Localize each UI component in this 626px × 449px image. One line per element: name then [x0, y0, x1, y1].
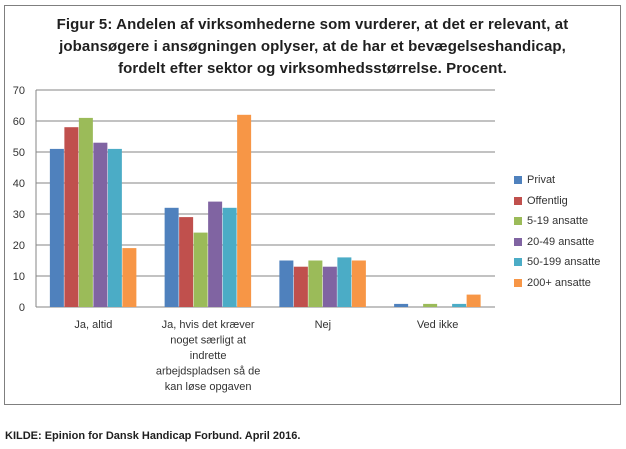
- x-tick-label: Ja, hvis det kræver: [162, 319, 255, 331]
- bar: [164, 207, 179, 307]
- bar: [293, 266, 308, 307]
- legend-swatch: [514, 237, 522, 246]
- x-tick-label: Ja, altid: [74, 319, 112, 331]
- x-tick-label: Nej: [315, 319, 332, 331]
- y-tick-label: 50: [13, 147, 25, 159]
- x-tick-label: arbejdspladsen så de: [156, 366, 261, 378]
- bar: [222, 207, 237, 307]
- y-tick-label: 0: [19, 302, 25, 314]
- x-tick-label: noget særligt at: [170, 335, 246, 347]
- legend-item: 5-19 ansatte: [514, 211, 600, 232]
- bar: [423, 303, 438, 307]
- legend-swatch: [514, 196, 522, 205]
- bar: [49, 148, 64, 307]
- legend-item: Offentlig: [514, 191, 600, 212]
- legend-swatch: [514, 176, 522, 185]
- bar: [308, 260, 323, 307]
- legend-label: 20-49 ansatte: [527, 235, 595, 248]
- chart-title: Figur 5: Andelen af virksomhederne som v…: [56, 16, 569, 77]
- bar: [208, 201, 223, 307]
- y-tick-label: 10: [13, 271, 25, 283]
- bar: [193, 232, 208, 307]
- x-tick-label: kan løse opgaven: [165, 381, 252, 393]
- legend-label: Offentlig: [527, 194, 568, 207]
- y-tick-label: 40: [13, 178, 25, 190]
- bar: [279, 260, 294, 307]
- bar: [452, 303, 467, 307]
- legend-label: 5-19 ansatte: [527, 215, 589, 228]
- legend-label: 50-199 ansatte: [527, 256, 601, 269]
- y-tick-label: 70: [13, 85, 25, 97]
- y-tick-label: 60: [13, 116, 25, 128]
- source-note: KILDE: Epinion for Dansk Handicap Forbun…: [5, 430, 301, 442]
- bar: [93, 142, 108, 307]
- bar: [351, 260, 366, 307]
- legend-label: 200+ ansatte: [527, 276, 591, 289]
- legend-label: Privat: [527, 174, 556, 187]
- x-tick-label: Ved ikke: [417, 319, 459, 331]
- y-tick-label: 20: [13, 240, 25, 252]
- legend-swatch: [514, 258, 522, 267]
- bar: [337, 257, 352, 307]
- bar: [322, 266, 337, 307]
- y-tick-label: 30: [13, 209, 25, 221]
- legend-item: 50-199 ansatte: [514, 252, 600, 273]
- bar: [122, 248, 137, 307]
- bar: [107, 148, 122, 307]
- legend-swatch: [514, 278, 522, 287]
- legend-item: Privat: [514, 170, 600, 191]
- bar: [64, 127, 79, 307]
- bar: [179, 217, 194, 307]
- chart-legend: Privat Offentlig 5-19 ansatte 20-49 ansatte…: [514, 170, 600, 293]
- bar: [237, 114, 252, 307]
- bar: [394, 303, 409, 307]
- legend-item: 200+ ansatte: [514, 273, 600, 294]
- bar: [78, 117, 93, 308]
- legend-item: 20-49 ansatte: [514, 232, 600, 253]
- legend-swatch: [514, 217, 522, 226]
- x-tick-label: indrette: [190, 350, 227, 362]
- bar: [466, 294, 481, 307]
